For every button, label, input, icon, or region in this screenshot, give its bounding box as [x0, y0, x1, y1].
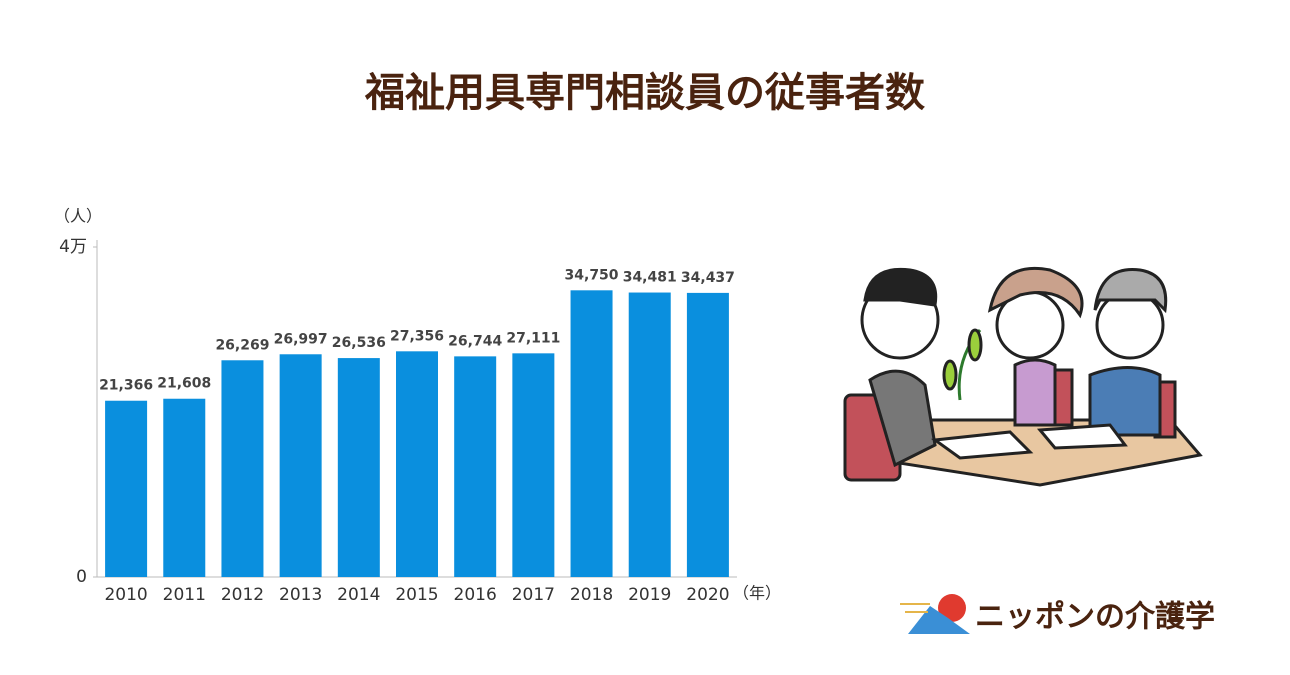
x-tick-label: 2013: [279, 585, 322, 605]
x-tick-label: 2016: [454, 585, 497, 605]
x-unit: （年）: [733, 584, 781, 603]
x-tick-label: 2015: [395, 585, 438, 605]
value-label: 26,744: [448, 333, 502, 349]
logo-mark: [900, 594, 970, 634]
value-label: 21,366: [99, 378, 153, 394]
x-tick-label: 2010: [104, 585, 147, 605]
y-tick-label: 0: [76, 567, 87, 587]
value-label: 26,997: [274, 331, 328, 347]
x-tick-label: 2011: [163, 585, 206, 605]
value-label: 27,111: [506, 330, 560, 346]
bar: [337, 358, 380, 577]
bar: [512, 353, 555, 577]
x-tick-label: 2020: [686, 585, 729, 605]
logo-text: ニッポンの介護学: [975, 600, 1215, 635]
bar: [454, 356, 497, 577]
y-unit: （人）: [54, 207, 102, 226]
value-label: 34,437: [681, 270, 735, 286]
illustration: [843, 266, 1203, 487]
bar: [105, 400, 148, 577]
x-tick-label: 2019: [628, 585, 671, 605]
y-tick-label: 4万: [59, 237, 87, 257]
x-tick-label: 2017: [512, 585, 555, 605]
bar: [628, 292, 671, 577]
value-label: 34,481: [623, 270, 677, 286]
bar: [570, 290, 613, 577]
bar: [221, 360, 264, 577]
bar: [396, 351, 438, 577]
value-label: 21,608: [157, 376, 211, 392]
value-label: 27,356: [390, 328, 444, 344]
chart-title: 福祉用具専門相談員の従事者数: [364, 70, 925, 116]
value-label: 26,269: [215, 337, 269, 353]
bar: [163, 398, 206, 577]
x-tick-label: 2012: [221, 585, 264, 605]
bar: [686, 292, 729, 577]
value-label: 34,750: [565, 267, 619, 283]
value-label: 26,536: [332, 335, 386, 351]
x-tick-label: 2014: [337, 585, 380, 605]
x-tick-label: 2018: [570, 585, 613, 605]
bar: [279, 354, 322, 577]
